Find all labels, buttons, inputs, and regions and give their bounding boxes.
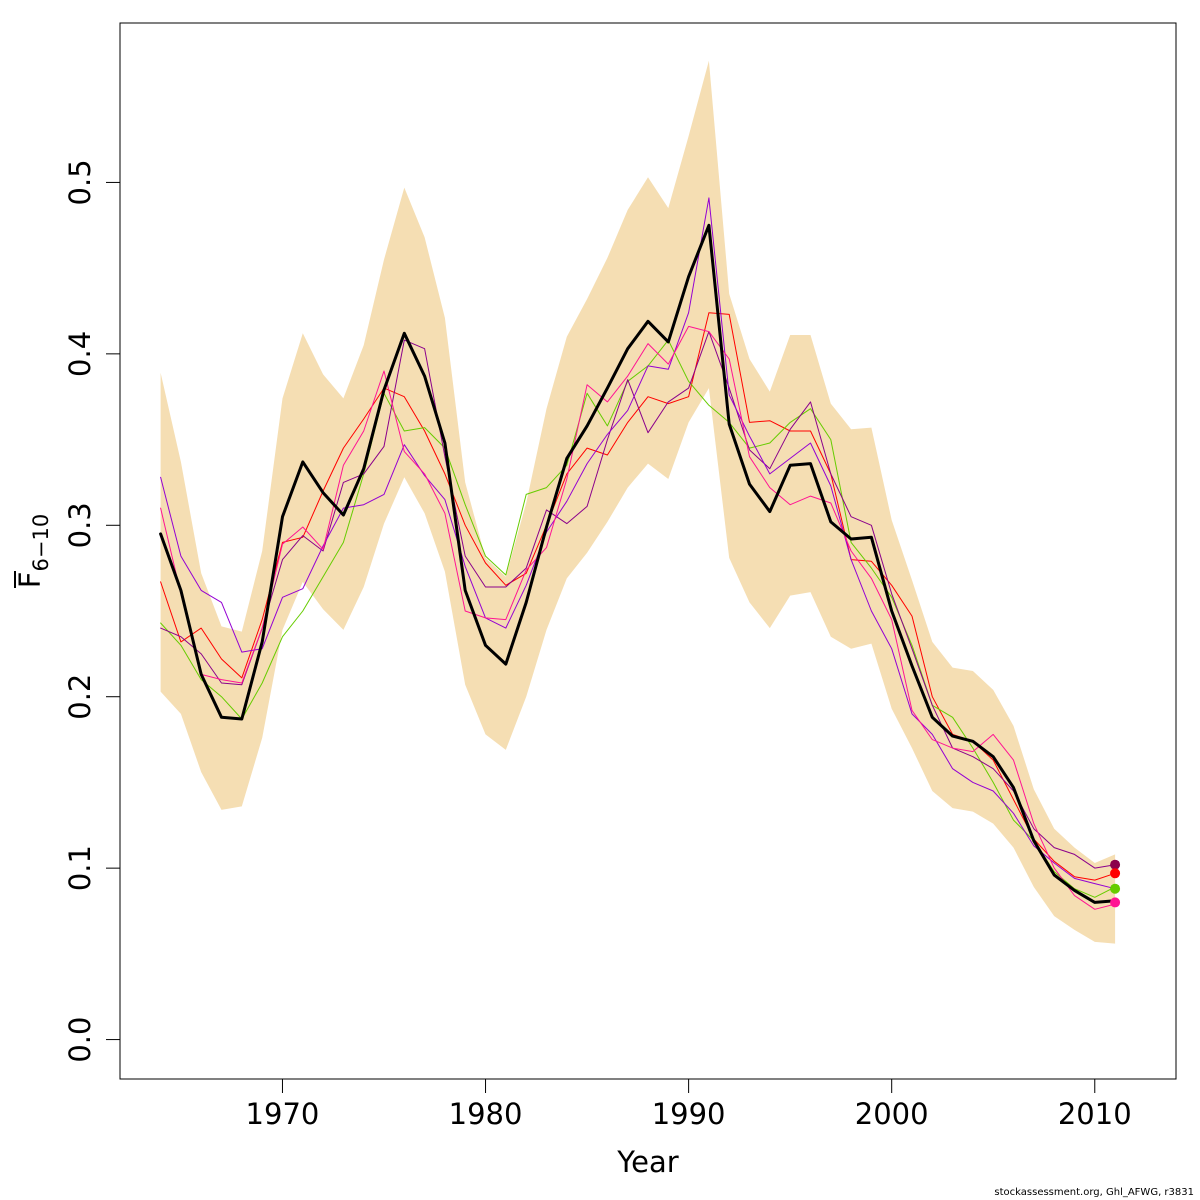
series-line-3 — [160, 339, 1116, 898]
footer-credit: stockassessment.org, Ghl_AFWG, r3831 — [994, 1187, 1194, 1198]
x-tick-label-2000: 2000 — [855, 1097, 929, 1131]
series-line-1 — [159, 223, 1117, 904]
series-layer — [159, 197, 1117, 910]
y-tick-label-2: 0.2 — [63, 674, 97, 720]
y-tick-label-group-3: 0.3 — [63, 502, 97, 548]
y-tick-label-0: 0.0 — [63, 1017, 97, 1063]
y-axis-label: F6−10 — [13, 514, 53, 588]
y-axis-label-main: F — [13, 572, 47, 589]
confidence-band — [160, 60, 1116, 944]
series-line-4 — [160, 331, 1116, 869]
svg-text:F6−10: F6−10 — [13, 514, 53, 588]
x-axis: 1970 1980 1990 2000 2010 — [246, 1079, 1132, 1131]
end-point-4 — [1110, 897, 1121, 908]
x-tick-label-1970: 1970 — [246, 1097, 320, 1131]
y-tick-label-group-4: 0.4 — [63, 331, 97, 377]
confidence-band-layer — [160, 60, 1116, 944]
y-tick-label-1: 0.1 — [63, 845, 97, 891]
y-tick-label-group-5: 0.5 — [63, 159, 97, 205]
y-tick-label-group-1: 0.1 — [63, 845, 97, 891]
plot-frame — [119, 22, 1177, 1080]
x-axis-label: Year — [616, 1145, 678, 1179]
x-tick-label-1990: 1990 — [652, 1097, 726, 1131]
end-points-layer — [1110, 859, 1121, 908]
end-point-3 — [1110, 883, 1121, 894]
y-tick-label-3: 0.3 — [63, 502, 97, 548]
y-tick-label-group-0: 0.0 — [63, 1017, 97, 1063]
end-point-1 — [1110, 859, 1121, 870]
y-axis: 0.0 0.1 0.2 0.3 0.4 0.5 — [63, 159, 120, 1063]
series-line-6 — [160, 325, 1116, 910]
y-tick-label-group-2: 0.2 — [63, 674, 97, 720]
x-tick-label-1980: 1980 — [449, 1097, 523, 1131]
series-line-5 — [160, 197, 1116, 890]
y-tick-label-4: 0.4 — [63, 331, 97, 377]
end-point-2 — [1110, 868, 1121, 879]
y-tick-label-5: 0.5 — [63, 159, 97, 205]
x-tick-label-2010: 2010 — [1058, 1097, 1132, 1131]
y-axis-label-subscript: 6−10 — [29, 514, 53, 572]
